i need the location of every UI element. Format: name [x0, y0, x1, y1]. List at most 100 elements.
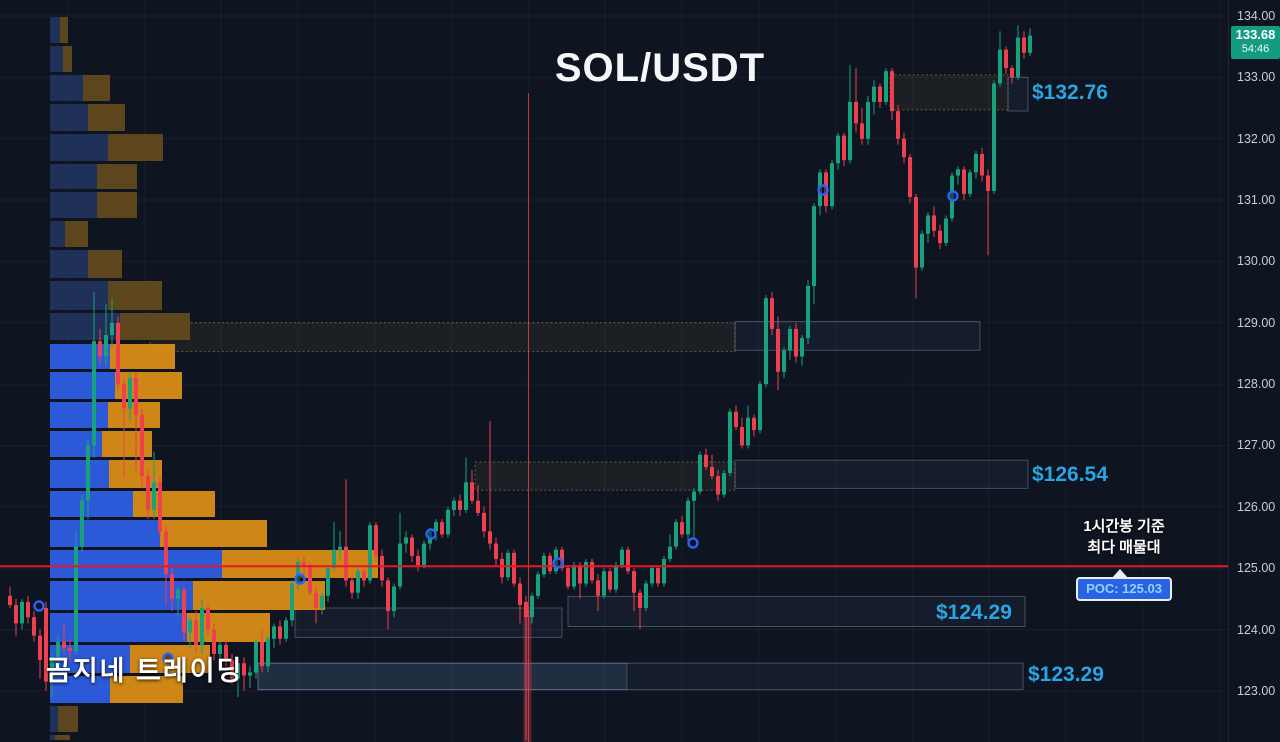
candle: [200, 608, 204, 645]
candle: [926, 215, 930, 234]
poc-annotation-line1: 1시간봉 기준: [1083, 518, 1165, 535]
signal-dot-icon: [425, 528, 437, 540]
volume-profile-sell-bar: [63, 46, 72, 72]
volume-profile-buy-bar: [50, 164, 97, 189]
candle: [152, 482, 156, 510]
candle: [518, 583, 522, 605]
price-level-label: $132.76: [1032, 81, 1108, 104]
zone-box: [734, 459, 1029, 489]
volume-profile-sell-bar: [115, 372, 182, 399]
candle: [530, 595, 534, 618]
candle: [386, 580, 390, 612]
volume-profile-sell-bar: [133, 491, 215, 517]
candle: [836, 135, 840, 164]
price-axis-tick: 124.00: [1237, 622, 1276, 637]
candle: [632, 571, 636, 593]
candle: [356, 571, 360, 593]
candle: [98, 341, 102, 357]
last-price: 133.68: [1235, 26, 1276, 42]
candle: [806, 285, 810, 338]
volume-profile-sell-bar: [65, 221, 88, 247]
candle: [860, 123, 864, 139]
volume-profile-sell-bar: [97, 164, 137, 189]
price-axis[interactable]: 133.68 54:46 134.00 133.00 132.00 131.00 130…: [1228, 0, 1280, 742]
candle: [338, 546, 342, 550]
candle: [872, 86, 876, 102]
candle: [782, 350, 786, 372]
volume-profile-sell-bar: [55, 735, 70, 740]
candle: [974, 154, 978, 173]
volume-profile-sell-bar: [88, 104, 125, 131]
volume-profile-sell-bar: [110, 344, 175, 369]
candle: [398, 543, 402, 587]
signal-dot-icon: [552, 557, 564, 569]
candle: [734, 411, 738, 427]
candle: [140, 414, 144, 477]
volume-profile-sell-bar: [102, 431, 152, 457]
candle: [488, 531, 492, 544]
volume-profile-buy-bar: [50, 706, 58, 732]
volume-profile-buy-bar: [50, 313, 120, 340]
candle: [218, 644, 222, 654]
bar-countdown: 54:46: [1241, 42, 1270, 55]
candle: [536, 574, 540, 596]
candle: [56, 641, 60, 658]
candle: [176, 589, 180, 599]
candle: [758, 384, 762, 431]
candle: [830, 163, 834, 207]
candle: [722, 473, 726, 495]
candle: [452, 500, 456, 510]
candle: [284, 620, 288, 639]
volume-profile-buy-bar: [50, 75, 83, 101]
volume-profile-buy-bar: [50, 645, 130, 673]
price-axis-tick: 128.00: [1237, 377, 1276, 392]
volume-profile-sell-bar: [108, 134, 163, 161]
candle: [986, 175, 990, 191]
signal-dot-icon: [817, 184, 829, 196]
volume-profile-buy-bar: [50, 134, 108, 161]
volume-profile-buy-bar: [50, 676, 110, 703]
candle: [80, 500, 84, 547]
candlesticks: [8, 25, 1032, 740]
price-axis-tick: 125.00: [1237, 561, 1276, 576]
candle: [596, 580, 600, 596]
zone-box: [889, 74, 1009, 111]
poc-label: POC: 125.03: [1076, 577, 1172, 601]
candle: [314, 592, 318, 608]
candle: [410, 537, 414, 556]
candle: [788, 328, 792, 351]
candle: [290, 583, 294, 621]
candle: [614, 565, 618, 590]
candle: [308, 565, 312, 593]
candle: [422, 543, 426, 566]
volume-profile-sell-bar: [58, 706, 78, 732]
candle: [590, 562, 594, 581]
candle: [662, 558, 666, 584]
candle: [962, 169, 966, 194]
candle: [374, 525, 378, 556]
volume-profile-buy-bar: [50, 613, 187, 642]
zone-box: [734, 321, 981, 351]
candle: [32, 617, 36, 636]
candle: [716, 476, 720, 495]
last-price-badge: 133.68 54:46: [1231, 25, 1280, 59]
candle: [890, 71, 894, 112]
candle: [278, 626, 282, 639]
candle: [446, 509, 450, 535]
candle: [932, 215, 936, 231]
volume-profile-buy-bar: [50, 221, 65, 247]
candle: [578, 565, 582, 584]
candle: [206, 608, 210, 630]
candle: [122, 384, 126, 409]
volume-profile-buy-bar: [50, 460, 109, 488]
candle: [584, 562, 588, 584]
signal-dot-icon: [947, 190, 959, 202]
candle: [542, 555, 546, 575]
candle: [1016, 37, 1020, 78]
volume-profile-buy-bar: [50, 735, 55, 740]
candle: [674, 522, 678, 547]
candle: [920, 233, 924, 268]
volume-profile-buy-bar: [50, 46, 63, 72]
candle: [344, 546, 348, 581]
